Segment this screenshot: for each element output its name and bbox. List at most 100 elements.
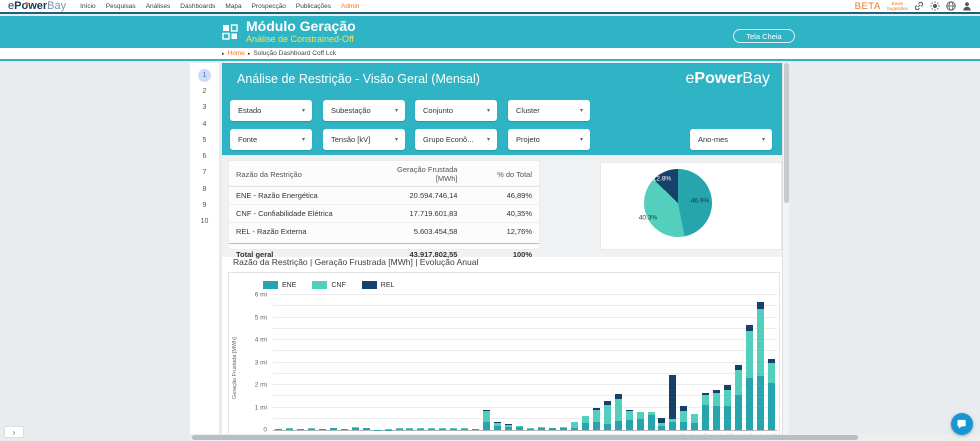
bar-stack [384,429,392,430]
theme-sun-icon[interactable] [930,1,940,11]
filter-projeto[interactable]: Projeto ▾ [508,129,590,150]
bar-stack [516,425,524,430]
filter-estado[interactable]: Estado ▾ [230,100,312,121]
nav-right-cluster: BETA Envie Sugestões [855,1,972,12]
bar-stack [439,428,447,430]
send-suggestions-link[interactable]: Envie Sugestões [886,1,908,11]
bar-segment-cnf [757,308,765,376]
pager-expand-button[interactable]: › [4,426,24,438]
bar-stack [483,409,491,430]
legend-item-cnf[interactable]: CNF [312,281,346,289]
menu-admin[interactable]: Admin [340,2,360,10]
app-logo[interactable]: ePowerBay [8,0,67,12]
menu-mapa[interactable]: Mapa [225,2,242,10]
top-navigation: ePowerBay Início Pesquisas Análises Dash… [0,0,980,14]
pager-item-9[interactable]: 9 [202,202,207,210]
bar-segment-ene [450,428,458,430]
filter-grupo-economico[interactable]: Grupo Econô... ▾ [415,129,497,150]
horizontal-scrollbar[interactable] [190,434,980,441]
legend-item-rel[interactable]: REL [361,281,394,289]
legend-swatch [263,281,278,289]
bar-stack [570,422,578,430]
bar-segment-cnf [625,410,633,420]
gridline [273,327,777,329]
content-area: 1 2 3 4 5 6 7 8 9 10 › Análise de Restrição - Vis… [0,63,980,441]
cell-value: 17.719.601,83 [371,204,462,223]
breadcrumb-arrow-icon: ▸ [222,50,225,57]
bar-segment-ene [735,395,743,430]
pager-item-6[interactable]: 6 [202,153,207,161]
chevron-down-icon: ▾ [579,108,583,114]
y-axis-ticks: 0 1 mi 2 mi 3 mi 4 mi 5 mi 6 mi [229,291,267,434]
filter-subestacao[interactable]: Subestação ▾ [323,100,405,121]
filter-tensao[interactable]: Tensão [kV] ▾ [323,129,405,150]
report-banner: Análise de Restrição - Visão Geral (Mens… [222,63,782,155]
bar-segment-cnf [614,398,622,421]
bar-segment-ene [636,418,644,430]
filter-ano-mes[interactable]: Ano-mes ▾ [690,129,772,150]
beta-badge: BETA [854,0,881,12]
link-icon[interactable] [914,1,924,11]
bar-stack [669,374,677,430]
menu-prospeccao[interactable]: Prospecção [251,2,286,10]
bar-stack [691,414,699,430]
pager-item-5[interactable]: 5 [202,136,207,144]
pager-item-10[interactable]: 10 [200,218,209,226]
legend-swatch [312,281,328,289]
bar-segment-ene [614,421,622,430]
y-tick-label: 5 mi [254,314,267,321]
filter-fonte[interactable]: Fonte ▾ [230,129,312,150]
menu-analises[interactable]: Análises [145,2,171,10]
breadcrumb-home[interactable]: Home [227,50,245,57]
bar-segment-ene [559,428,567,430]
bar-segment-rel [614,394,622,399]
bar-segment-ene [340,428,348,430]
bar-segment-ene [472,428,480,430]
cell-pct: 100% [461,243,539,263]
bar-segment-ene [680,422,688,430]
horizontal-scrollbar-thumb[interactable] [192,435,858,440]
bar-segment-ene [285,428,293,430]
bar-plot [273,294,777,431]
menu-inicio[interactable]: Início [80,2,96,10]
bar-segment-ene [494,425,502,430]
pager-item-1[interactable]: 1 [190,67,219,83]
table-row: CNF - Confiabilidade Elétrica 17.719.601… [229,204,539,223]
report-vertical-scrollbar[interactable] [782,63,789,434]
menu-publicacoes[interactable]: Publicações [295,2,331,10]
chat-widget-button[interactable] [951,413,973,435]
gridline [273,305,777,307]
pager-item-2[interactable]: 2 [202,87,207,95]
filter-conjunto[interactable]: Conjunto ▾ [415,100,497,121]
bar-segment-ene [428,428,436,430]
chevron-down-icon: ▾ [486,137,490,143]
bar-segment-cnf [548,427,556,429]
gridline [273,372,777,374]
pager-item-8[interactable]: 8 [202,185,207,193]
user-account-icon[interactable] [962,1,972,11]
bar-segment-ene [592,422,600,430]
bar-segment-cnf [351,427,359,428]
legend-swatch [361,281,377,289]
bar-segment-cnf [724,389,732,407]
globe-icon[interactable] [946,1,956,11]
pager-item-4[interactable]: 4 [202,120,207,128]
fullscreen-button[interactable]: Tela Cheia [733,29,795,43]
legend-item-ene[interactable]: ENE [263,281,296,289]
filter-cluster[interactable]: Cluster ▾ [508,100,590,121]
bar-stack [450,428,458,430]
bar-segment-cnf [636,412,644,419]
bar-stack [548,427,556,430]
bar-segment-rel [625,409,633,411]
menu-pesquisas[interactable]: Pesquisas [105,2,136,10]
bar-segment-ene [351,427,359,430]
y-tick-label: 3 mi [254,359,267,366]
gridline [273,406,777,408]
y-tick-label: 6 mi [254,291,267,299]
vertical-scrollbar-thumb[interactable] [784,63,789,203]
pager-item-3[interactable]: 3 [202,104,207,112]
menu-dashboards[interactable]: Dashboards [180,2,216,10]
pager-item-7[interactable]: 7 [202,169,207,177]
bar-segment-rel [592,407,600,410]
